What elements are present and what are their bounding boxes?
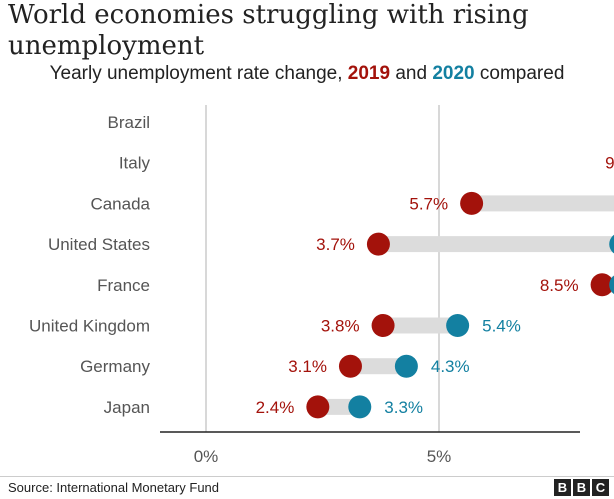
category-label: United States	[48, 235, 150, 254]
value-label-2019: 8.5%	[540, 276, 579, 295]
chart-title: World economies struggling with rising u…	[8, 0, 529, 61]
connector-bar	[471, 195, 614, 212]
category-label: Germany	[80, 357, 150, 376]
connector-bar	[383, 317, 458, 334]
category-label: Italy	[119, 154, 151, 173]
point-2020	[394, 354, 418, 378]
x-tick-label: 5%	[427, 447, 452, 466]
source-note: Source: International Monetary Fund	[8, 480, 220, 495]
category-label: Japan	[104, 398, 150, 417]
value-label-2019: 3.8%	[321, 317, 360, 336]
logo-letter: C	[592, 479, 609, 496]
logo-letter: B	[573, 479, 590, 496]
x-tick-label: 0%	[194, 447, 219, 466]
point-2019	[371, 314, 395, 337]
subtitle-middle: and	[390, 63, 433, 84]
subtitle-suffix: compared	[474, 63, 565, 84]
dumbbell-chart: 0%5%10%15%Brazil11.9%13.4%Italy9.9%11%Ca…	[29, 105, 614, 466]
point-2019	[366, 232, 390, 256]
point-2020	[446, 314, 470, 337]
subtitle-year-2019: 2019	[347, 63, 391, 84]
point-2020	[609, 275, 614, 295]
value-label-2020: 5.4%	[482, 317, 521, 336]
subtitle-year-2020: 2020	[432, 63, 475, 84]
chart-subtitle: Yearly unemployment rate change, 2019 an…	[0, 63, 614, 85]
value-label-2019: 9.9%	[605, 154, 614, 173]
category-label: United Kingdom	[29, 317, 150, 336]
point-2019	[338, 354, 362, 378]
value-label-2020: 4.3%	[431, 357, 470, 376]
value-label-2019: 5.7%	[409, 194, 448, 213]
bbc-logo: B B C	[554, 479, 609, 496]
point-2020	[609, 234, 614, 254]
category-label: Canada	[90, 194, 150, 213]
category-label: Brazil	[107, 113, 150, 132]
point-2020	[348, 395, 372, 419]
connector-bar	[350, 358, 407, 375]
connector-bar	[378, 236, 614, 253]
value-label-2020: 3.3%	[384, 398, 423, 417]
footer-divider	[0, 476, 614, 477]
point-2019	[590, 273, 614, 297]
subtitle-prefix: Yearly unemployment rate change,	[49, 63, 348, 84]
point-2019	[306, 395, 330, 419]
value-label-2019: 2.4%	[256, 398, 295, 417]
value-label-2019: 3.1%	[288, 357, 327, 376]
value-label-2019: 3.7%	[316, 235, 355, 254]
category-label: France	[97, 276, 150, 295]
logo-letter: B	[554, 479, 571, 496]
point-2019	[460, 191, 484, 215]
